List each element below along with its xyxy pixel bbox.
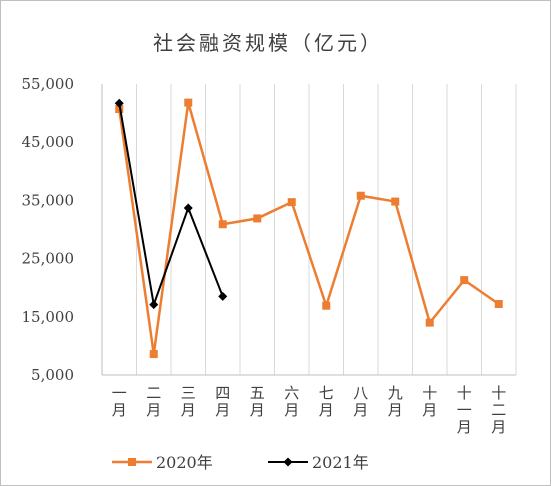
y-tick-label: 15,000 <box>22 308 75 326</box>
data-point <box>218 291 228 301</box>
data-point <box>218 220 227 229</box>
x-tick-label: 十一月 <box>457 384 472 436</box>
data-point <box>114 98 124 108</box>
series-lines <box>114 98 503 359</box>
x-tick-label: 十二月 <box>491 384 506 436</box>
data-point <box>183 203 193 213</box>
legend-label: 2021年 <box>312 453 369 472</box>
legend-marker <box>128 458 136 466</box>
data-point <box>494 299 503 308</box>
legend: 2020年 2021年 <box>112 453 369 472</box>
x-tick-label: 十月 <box>422 384 437 419</box>
data-point <box>322 301 331 310</box>
x-tick-label: 三月 <box>181 384 196 419</box>
legend-label: 2020年 <box>156 453 213 472</box>
y-tick-label: 35,000 <box>22 191 75 209</box>
series-line-1 <box>118 103 224 306</box>
data-point <box>391 197 400 206</box>
y-tick-label: 55,000 <box>22 75 75 93</box>
y-tick-label: 45,000 <box>22 133 75 151</box>
x-tick-label: 六月 <box>284 384 299 419</box>
data-point <box>356 191 365 200</box>
data-point <box>149 350 158 359</box>
data-point <box>184 98 193 107</box>
y-tick-labels: 5,000 15,000 25,000 35,000 45,000 55,000 <box>22 75 75 384</box>
data-point <box>460 276 469 285</box>
data-point <box>287 198 296 207</box>
x-tick-label: 二月 <box>146 384 161 419</box>
x-tick-label: 七月 <box>319 384 334 419</box>
y-tick-label: 5,000 <box>31 366 74 384</box>
y-tick-label: 25,000 <box>22 250 75 268</box>
x-tick-label: 一月 <box>112 384 127 419</box>
legend-marker <box>283 457 293 467</box>
x-tick-label: 八月 <box>353 384 368 419</box>
data-point <box>149 300 159 310</box>
chart-title: 社会融资规模（亿元） <box>153 31 383 55</box>
axes <box>101 84 516 376</box>
data-point <box>253 214 262 223</box>
x-tick-label: 九月 <box>388 384 403 419</box>
legend-item: 2020年 <box>112 453 213 472</box>
legend-item: 2021年 <box>268 453 369 472</box>
grid-lines <box>136 84 517 375</box>
x-tick-label: 四月 <box>215 384 230 419</box>
x-tick-label: 五月 <box>250 384 265 419</box>
series-line-0 <box>118 101 500 356</box>
data-point <box>425 318 434 327</box>
